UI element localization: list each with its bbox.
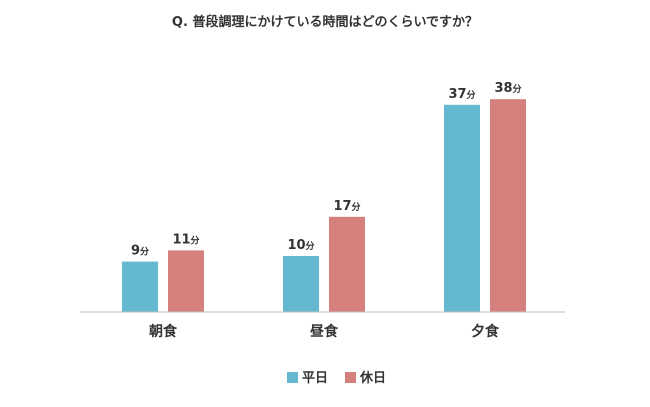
data-label-2-series-1: 10分 xyxy=(287,238,314,253)
legend-label-1: 平日 xyxy=(302,371,328,386)
data-label-1-series-1: 9分 xyxy=(131,244,149,259)
category-label-3: 夕食 xyxy=(471,323,500,340)
bar-3-series-2 xyxy=(490,99,526,312)
bars-group: 9分 11分 10分 17分 37分 38分 xyxy=(122,81,526,312)
data-label-2-series-2: 17分 xyxy=(333,199,360,214)
legend-label-2: 休日 xyxy=(359,370,386,386)
bar-1-series-2 xyxy=(168,250,204,312)
data-label-1-series-2: 11分 xyxy=(172,232,199,247)
chart-title: Q. 普段調理にかけている時間はどのくらいですか？ xyxy=(172,14,478,30)
bar-2-series-1 xyxy=(283,256,319,312)
legend-swatch-1 xyxy=(287,372,298,383)
legend: 平日 休日 xyxy=(287,370,386,386)
category-labels: 朝食 昼食 夕食 xyxy=(149,323,500,340)
bar-3-series-1 xyxy=(444,104,480,312)
bar-1-series-1 xyxy=(122,261,158,312)
data-label-3-series-1: 37分 xyxy=(448,87,475,102)
data-label-3-series-2: 38分 xyxy=(494,81,521,96)
bar-2-series-2 xyxy=(329,216,365,312)
legend-swatch-2 xyxy=(345,372,356,383)
category-label-1: 朝食 xyxy=(149,323,178,340)
category-label-2: 昼食 xyxy=(310,323,339,340)
